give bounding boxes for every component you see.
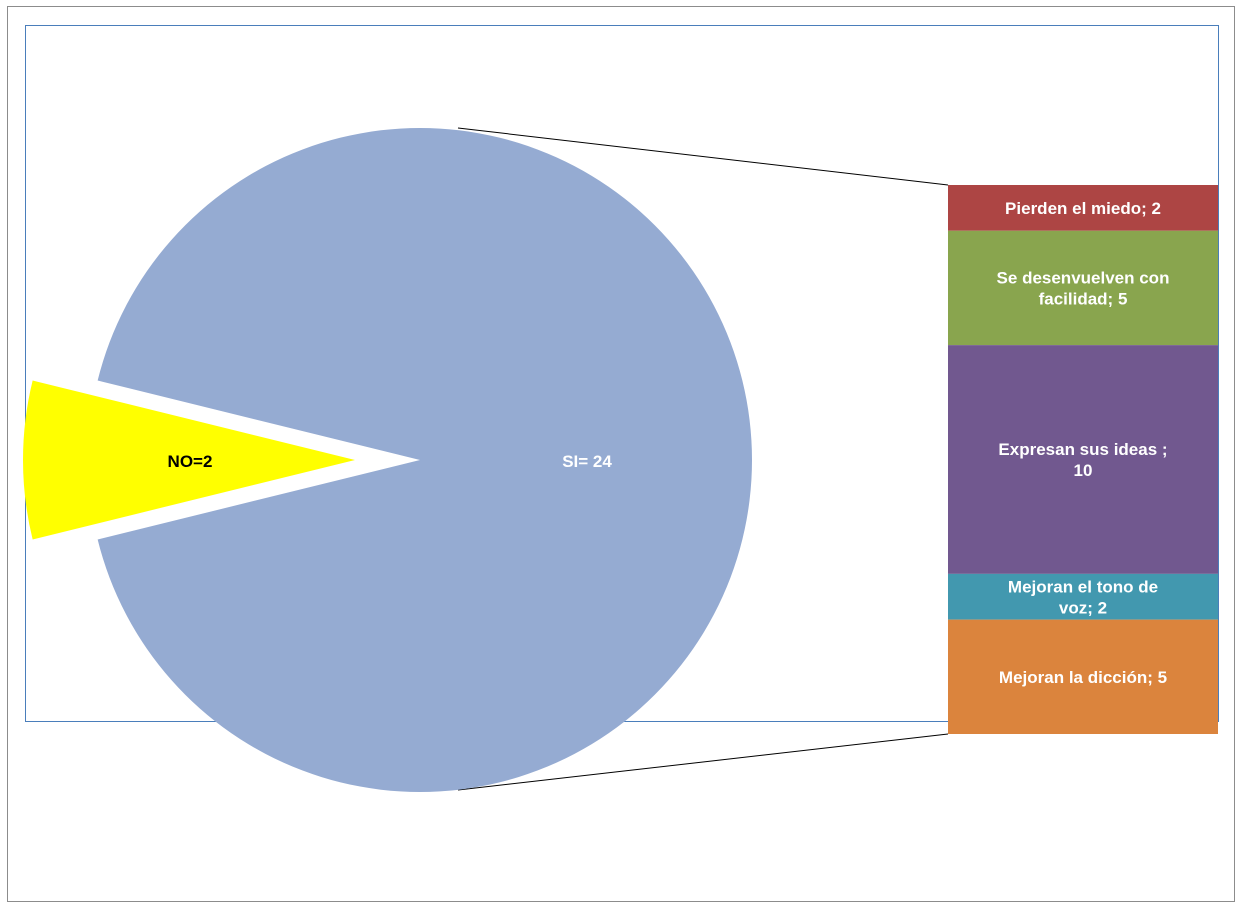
pie-slice-si [97, 128, 752, 792]
breakdown-segment-1 [948, 185, 1218, 231]
outer-frame [7, 6, 1235, 902]
data-labels: Pierden el miedo; 2 Se desenvuelven con fa… [168, 199, 1170, 687]
breakdown-label-5: Mejoran la dicción; 5 [999, 668, 1167, 687]
breakdown-segment-3 [948, 345, 1218, 574]
breakdown-label-3: Expresan sus ideas ; 10 [998, 440, 1167, 480]
breakdown-label-1: Pierden el miedo; 2 [1005, 199, 1161, 218]
breakdown-label-4: Mejoran el tono de voz; 2 [1008, 577, 1158, 617]
pie-label-si: SI= 24 [562, 452, 612, 471]
connector-line-top [457, 127, 949, 186]
connector-lines [457, 127, 949, 791]
breakdown-label-2: Se desenvuelven con facilidad; 5 [997, 268, 1170, 308]
pie-label-no: NO=2 [168, 452, 213, 471]
breakdown-bar [948, 185, 1218, 734]
pie-slices [23, 128, 752, 792]
pie-slice-no [23, 380, 356, 540]
connector-line-bottom [457, 733, 949, 791]
breakdown-segment-2 [948, 230, 1218, 346]
breakdown-segment-5 [948, 619, 1218, 734]
breakdown-segment-4 [948, 573, 1218, 620]
